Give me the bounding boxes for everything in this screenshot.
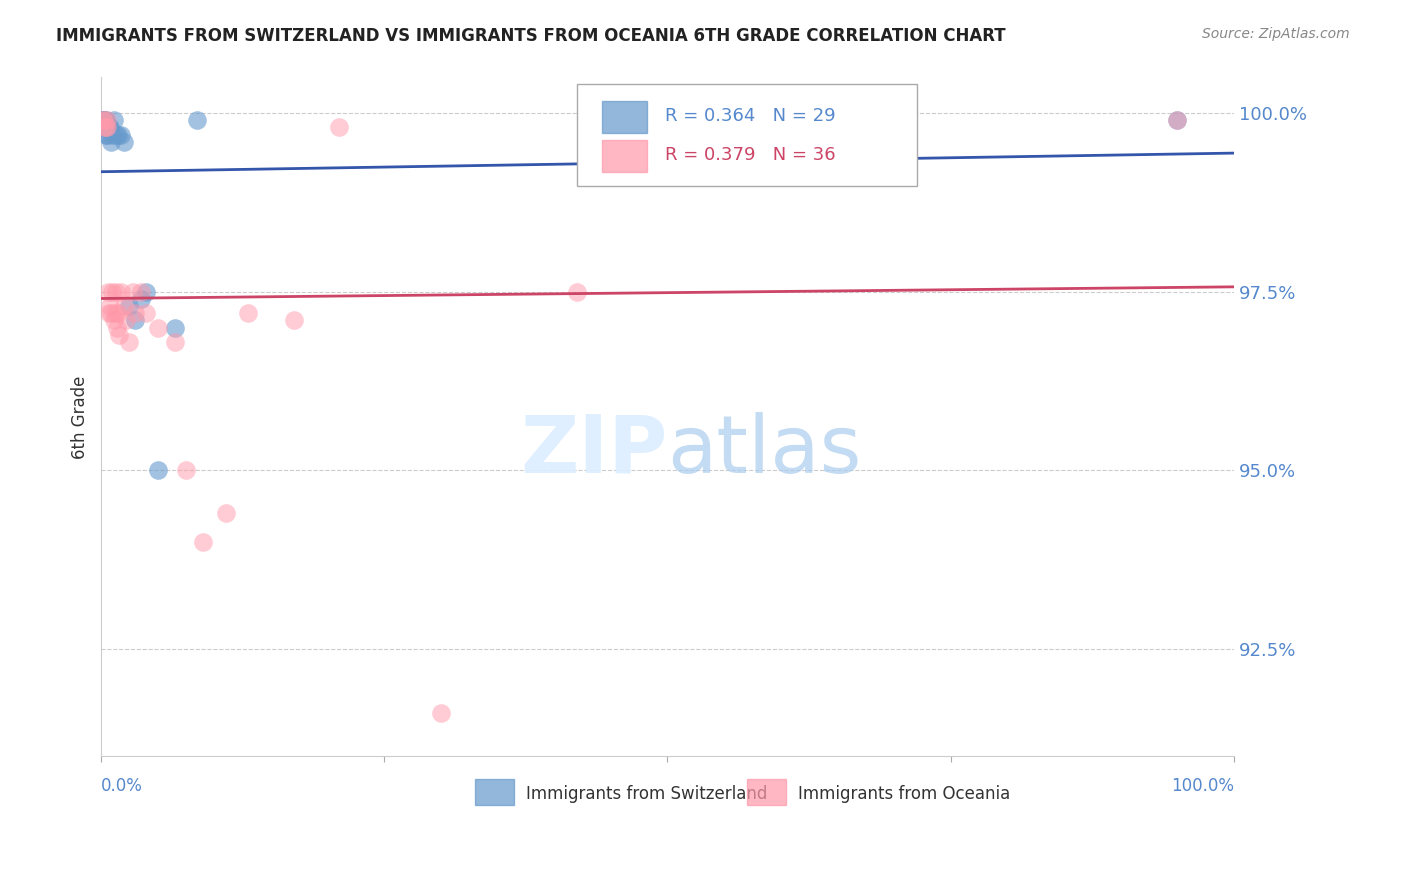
Point bbox=[94, 120, 117, 135]
Text: Immigrants from Oceania: Immigrants from Oceania bbox=[797, 785, 1010, 803]
Point bbox=[103, 313, 125, 327]
Bar bbox=[602, 140, 647, 172]
Point bbox=[129, 285, 152, 299]
Point bbox=[108, 327, 131, 342]
Point bbox=[93, 113, 115, 128]
Point bbox=[112, 299, 135, 313]
Text: R = 0.364   N = 29: R = 0.364 N = 29 bbox=[665, 107, 835, 125]
Point bbox=[135, 306, 157, 320]
Point bbox=[110, 128, 132, 142]
Point bbox=[129, 292, 152, 306]
Point bbox=[214, 506, 236, 520]
Point bbox=[101, 128, 124, 142]
Text: IMMIGRANTS FROM SWITZERLAND VS IMMIGRANTS FROM OCEANIA 6TH GRADE CORRELATION CHA: IMMIGRANTS FROM SWITZERLAND VS IMMIGRANT… bbox=[56, 27, 1005, 45]
Bar bbox=[602, 101, 647, 134]
Point bbox=[163, 320, 186, 334]
Point bbox=[93, 113, 115, 128]
Point bbox=[105, 320, 128, 334]
Point bbox=[98, 120, 121, 135]
Point bbox=[93, 113, 115, 128]
Point bbox=[93, 120, 115, 135]
Point bbox=[146, 463, 169, 477]
Point bbox=[118, 334, 141, 349]
Point bbox=[112, 135, 135, 149]
Point bbox=[93, 113, 115, 128]
Point bbox=[174, 463, 197, 477]
Point bbox=[238, 306, 260, 320]
Point bbox=[94, 113, 117, 128]
Text: Immigrants from Switzerland: Immigrants from Switzerland bbox=[526, 785, 768, 803]
Point bbox=[96, 128, 118, 142]
Point bbox=[98, 120, 121, 135]
Point bbox=[430, 706, 453, 721]
Point bbox=[124, 306, 146, 320]
Point bbox=[104, 306, 127, 320]
Text: Source: ZipAtlas.com: Source: ZipAtlas.com bbox=[1202, 27, 1350, 41]
Point bbox=[107, 128, 129, 142]
Point bbox=[96, 120, 118, 135]
Bar bbox=[475, 780, 515, 805]
Point bbox=[107, 306, 129, 320]
Point bbox=[115, 313, 138, 327]
Point bbox=[91, 113, 114, 128]
Point bbox=[96, 120, 118, 135]
Point bbox=[1166, 113, 1188, 128]
Point bbox=[565, 285, 588, 299]
Point bbox=[91, 120, 114, 135]
Point bbox=[186, 113, 208, 128]
Text: 100.0%: 100.0% bbox=[1171, 777, 1234, 795]
Text: R = 0.379   N = 36: R = 0.379 N = 36 bbox=[665, 145, 835, 163]
Point bbox=[104, 285, 127, 299]
Point bbox=[191, 534, 214, 549]
FancyBboxPatch shape bbox=[576, 84, 917, 186]
Y-axis label: 6th Grade: 6th Grade bbox=[72, 376, 89, 458]
Point bbox=[97, 120, 120, 135]
Point bbox=[110, 285, 132, 299]
Point bbox=[98, 299, 121, 313]
Point bbox=[101, 285, 124, 299]
Point bbox=[328, 120, 350, 135]
Point bbox=[283, 313, 305, 327]
Point bbox=[91, 113, 114, 128]
Point bbox=[163, 334, 186, 349]
Point bbox=[124, 313, 146, 327]
Point bbox=[97, 285, 120, 299]
Point bbox=[103, 113, 125, 128]
Point bbox=[96, 113, 118, 128]
Point bbox=[94, 120, 117, 135]
Text: atlas: atlas bbox=[668, 412, 862, 490]
Text: ZIP: ZIP bbox=[520, 412, 668, 490]
Point bbox=[100, 135, 122, 149]
Point bbox=[100, 306, 122, 320]
Point bbox=[98, 306, 121, 320]
Point bbox=[146, 320, 169, 334]
Point bbox=[104, 128, 127, 142]
Point bbox=[118, 299, 141, 313]
Bar bbox=[747, 780, 786, 805]
Point bbox=[135, 285, 157, 299]
Point bbox=[91, 113, 114, 128]
Point bbox=[1166, 113, 1188, 128]
Point bbox=[94, 128, 117, 142]
Text: 0.0%: 0.0% bbox=[101, 777, 143, 795]
Point bbox=[121, 285, 143, 299]
